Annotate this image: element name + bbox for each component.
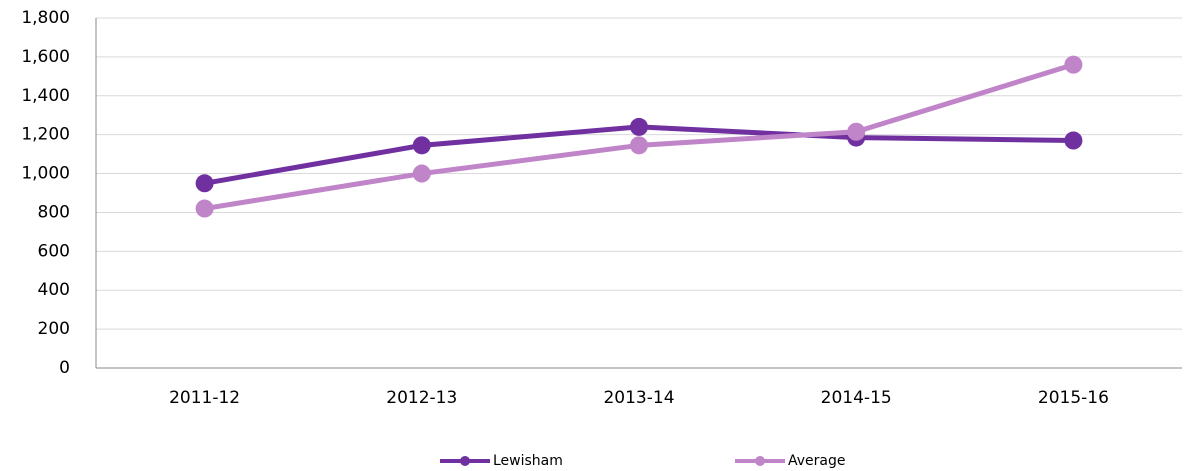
y-tick-label: 1,200 xyxy=(21,125,70,145)
x-tick-label: 2013-14 xyxy=(603,388,674,408)
data-point xyxy=(412,164,431,183)
y-tick-label: 600 xyxy=(38,241,70,261)
y-tick-label: 1,400 xyxy=(21,86,70,106)
x-tick-label: 2012-13 xyxy=(386,388,457,408)
x-tick-label: 2015-16 xyxy=(1038,388,1109,408)
data-point xyxy=(630,136,648,155)
data-point xyxy=(1064,131,1083,150)
legend-label: Lewisham xyxy=(493,453,563,469)
y-tick-label: 400 xyxy=(38,280,70,300)
data-point xyxy=(412,136,431,155)
x-tick-label: 2014-15 xyxy=(821,388,892,408)
data-point xyxy=(847,122,866,141)
y-tick-label: 800 xyxy=(38,202,70,222)
y-tick-label: 200 xyxy=(38,319,70,339)
data-point xyxy=(630,117,648,136)
data-point xyxy=(1064,55,1083,74)
x-tick-label: 2011-12 xyxy=(169,388,240,408)
y-tick-label: 0 xyxy=(59,358,70,378)
legend-marker xyxy=(460,456,470,466)
data-point xyxy=(195,174,214,193)
y-tick-label: 1,600 xyxy=(21,47,70,67)
legend-marker xyxy=(755,456,765,466)
data-point xyxy=(195,199,214,218)
y-tick-label: 1,800 xyxy=(21,8,70,28)
legend-label: Average xyxy=(788,453,846,469)
y-tick-label: 1,000 xyxy=(21,164,70,184)
